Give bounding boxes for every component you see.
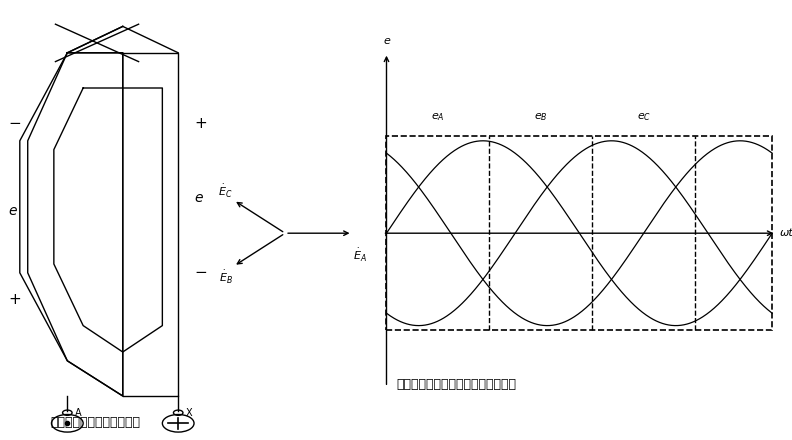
Text: $e_C$: $e_C$ [637, 111, 651, 123]
Text: −: − [8, 116, 21, 131]
Text: ωt: ωt [780, 228, 792, 238]
Text: A: A [75, 408, 82, 418]
Text: +: + [8, 292, 21, 307]
Text: X: X [186, 408, 192, 418]
Text: −: − [194, 265, 207, 280]
Text: $\dot{E}_C$: $\dot{E}_C$ [219, 183, 233, 200]
Text: e: e [194, 191, 203, 205]
Text: $\dot{E}_B$: $\dot{E}_B$ [219, 269, 233, 286]
Text: e: e [383, 36, 390, 46]
Text: $\dot{E}_A$: $\dot{E}_A$ [353, 247, 367, 264]
Bar [386, 136, 772, 330]
Text: $e_B$: $e_B$ [534, 111, 548, 123]
Text: e: e [8, 204, 17, 218]
Text: $e_A$: $e_A$ [431, 111, 445, 123]
Text: 表示三相电动势的相量图和正弦波形: 表示三相电动势的相量图和正弦波形 [396, 378, 516, 392]
Text: 电枢绕组以及其中的电动势: 电枢绕组以及其中的电动势 [50, 416, 140, 429]
Text: +: + [194, 116, 207, 131]
